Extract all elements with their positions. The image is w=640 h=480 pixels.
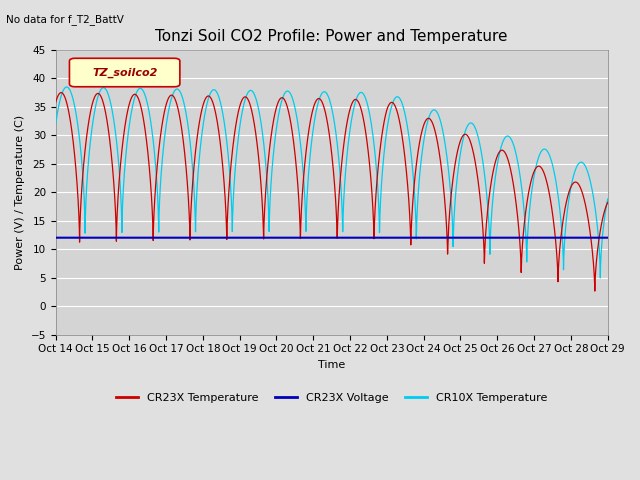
- Legend: CR23X Temperature, CR23X Voltage, CR10X Temperature: CR23X Temperature, CR23X Voltage, CR10X …: [111, 388, 552, 408]
- Y-axis label: Power (V) / Temperature (C): Power (V) / Temperature (C): [15, 115, 25, 270]
- X-axis label: Time: Time: [318, 360, 346, 370]
- FancyBboxPatch shape: [70, 58, 180, 87]
- Text: No data for f_T2_BattV: No data for f_T2_BattV: [6, 14, 124, 25]
- Title: Tonzi Soil CO2 Profile: Power and Temperature: Tonzi Soil CO2 Profile: Power and Temper…: [156, 29, 508, 44]
- Text: TZ_soilco2: TZ_soilco2: [92, 67, 157, 78]
